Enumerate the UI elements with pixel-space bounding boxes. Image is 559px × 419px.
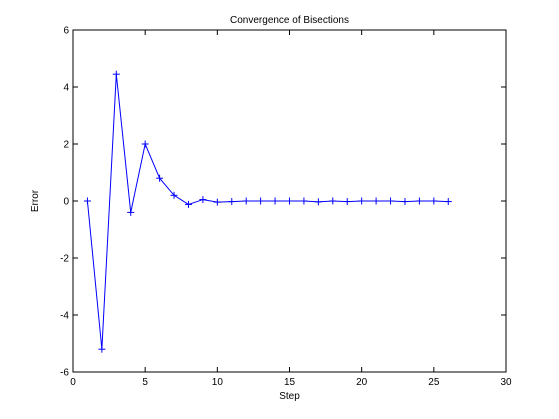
y-tick-label: 2 — [63, 140, 69, 151]
y-tick-label: -2 — [60, 254, 69, 265]
y-tick-label: 4 — [63, 83, 69, 94]
y-axis-title: Error — [30, 189, 41, 212]
chart-title: Convergence of Bisections — [230, 15, 349, 26]
x-axis-title: Step — [279, 391, 300, 402]
x-tick-label: 5 — [142, 377, 148, 388]
y-tick-label: -4 — [60, 311, 69, 322]
x-tick-label: 0 — [70, 377, 76, 388]
x-tick-label: 20 — [356, 377, 368, 388]
x-tick-label: 10 — [212, 377, 224, 388]
x-tick-label: 30 — [500, 377, 512, 388]
y-tick-label: -6 — [60, 368, 69, 379]
y-tick-label: 0 — [63, 197, 69, 208]
x-tick-label: 15 — [284, 377, 296, 388]
x-tick-label: 25 — [428, 377, 440, 388]
y-tick-label: 6 — [63, 26, 69, 37]
